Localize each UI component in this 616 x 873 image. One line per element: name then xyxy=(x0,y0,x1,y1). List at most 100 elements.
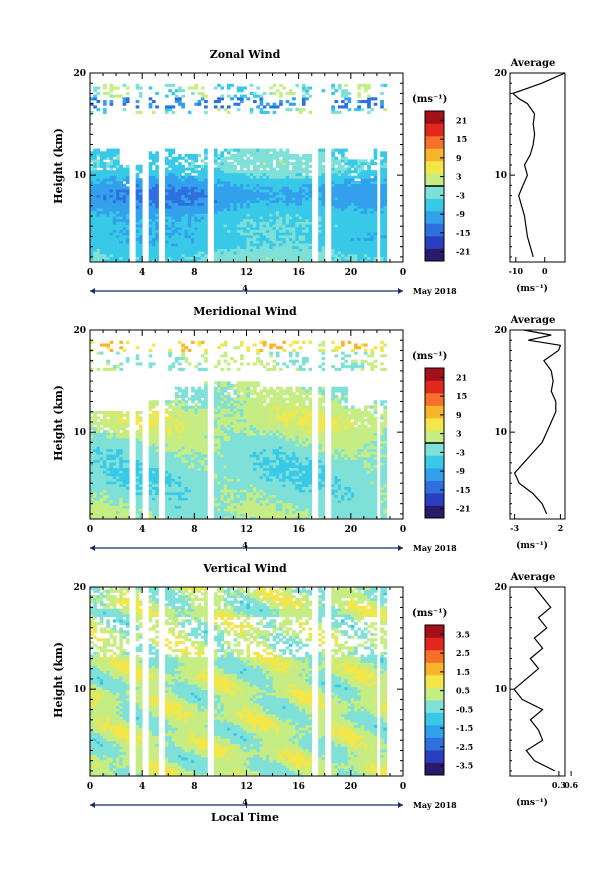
field-cell xyxy=(174,194,179,198)
field-cell xyxy=(112,435,117,439)
field-cell xyxy=(220,413,225,417)
field-cell xyxy=(116,243,120,247)
field-cell xyxy=(217,178,221,182)
field-cell xyxy=(233,189,238,193)
field-cell xyxy=(96,245,101,249)
field-cell xyxy=(184,245,189,249)
field-cell xyxy=(187,362,192,366)
field-cell xyxy=(200,181,205,185)
field-cell xyxy=(298,245,303,249)
field-cell xyxy=(256,167,260,171)
field-cell xyxy=(292,240,296,244)
field-cell xyxy=(230,156,234,160)
field-cell xyxy=(217,454,221,458)
field-cell xyxy=(249,205,254,209)
field-cell xyxy=(380,240,384,244)
field-cell xyxy=(191,199,195,203)
field-cell xyxy=(197,224,202,228)
field-cell xyxy=(249,256,254,260)
field-cell xyxy=(93,470,97,474)
field-cell xyxy=(168,199,172,203)
field-cell xyxy=(223,108,228,112)
field-cell xyxy=(256,243,260,247)
field-cell xyxy=(200,97,205,101)
field-cell xyxy=(96,411,101,415)
field-cell xyxy=(331,248,335,252)
field-cell xyxy=(171,248,176,252)
field-cell xyxy=(125,164,130,168)
field-cell xyxy=(171,91,176,95)
field-cell xyxy=(292,235,296,239)
field-cell xyxy=(282,159,287,163)
field-cell xyxy=(239,205,244,209)
field-cell xyxy=(337,175,342,179)
field-cell xyxy=(90,251,94,255)
field-cell xyxy=(155,253,159,257)
field-cell xyxy=(285,156,290,160)
field-cell xyxy=(155,446,159,450)
field-cell xyxy=(253,94,257,98)
field-cell xyxy=(119,416,123,420)
field-cell xyxy=(187,467,192,471)
field-cell xyxy=(93,148,97,152)
field-cell xyxy=(269,235,273,239)
field-cell xyxy=(220,389,225,393)
field-cell xyxy=(292,253,296,257)
field-cell xyxy=(96,451,101,455)
field-cell xyxy=(168,178,172,182)
field-cell xyxy=(187,513,192,517)
field-cell xyxy=(350,251,355,255)
field-cell xyxy=(184,218,189,222)
field-cell xyxy=(103,226,107,230)
field-cell xyxy=(363,170,368,174)
field-cell xyxy=(109,500,114,504)
field-cell xyxy=(174,213,179,217)
field-cell xyxy=(174,208,179,212)
field-cell xyxy=(226,237,231,241)
field-cell xyxy=(272,210,277,214)
field-cell xyxy=(331,205,335,209)
field-cell xyxy=(220,384,225,388)
field-cell xyxy=(298,194,303,198)
field-cell xyxy=(112,175,117,179)
field-cell xyxy=(220,486,225,490)
field-cell xyxy=(204,94,208,98)
field-cell xyxy=(301,108,306,112)
field-cell xyxy=(106,235,110,239)
field-cell xyxy=(151,229,156,233)
field-cell xyxy=(347,183,352,187)
field-cell xyxy=(125,497,130,501)
field-cell xyxy=(301,259,306,263)
field-cell xyxy=(272,199,277,203)
field-cell xyxy=(194,394,198,398)
field-cell xyxy=(93,483,97,487)
field-cell xyxy=(116,248,120,252)
field-cell xyxy=(184,500,189,504)
field-cell xyxy=(256,159,260,163)
field-cell xyxy=(331,232,335,236)
field-cell xyxy=(181,394,185,398)
field-cell xyxy=(200,402,205,406)
field-cell xyxy=(151,489,156,493)
field-cell xyxy=(181,489,185,493)
field-cell xyxy=(249,108,254,112)
field-cell xyxy=(347,170,352,174)
field-cell xyxy=(259,94,264,98)
field-cell xyxy=(171,451,176,455)
field-cell xyxy=(337,162,342,166)
colorbar-swatch xyxy=(425,136,444,149)
average-y-tick-label: 10 xyxy=(494,171,507,181)
field-cell xyxy=(226,235,231,239)
field-cell xyxy=(341,154,345,158)
field-cell xyxy=(171,181,176,185)
field-cell xyxy=(93,248,97,252)
field-cell xyxy=(363,224,368,228)
field-cell xyxy=(122,475,127,479)
field-cell xyxy=(298,205,303,209)
field-cell xyxy=(96,186,101,190)
field-cell xyxy=(262,172,267,176)
field-cell xyxy=(236,154,241,158)
panel-title: Zonal Wind xyxy=(210,48,281,61)
field-cell xyxy=(236,183,241,187)
field-cell xyxy=(151,475,156,479)
